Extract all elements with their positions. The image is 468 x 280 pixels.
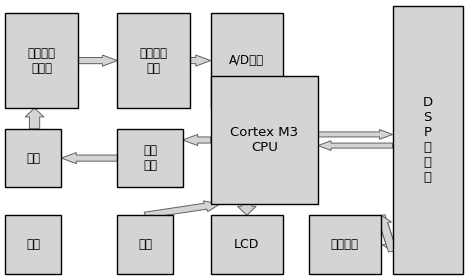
FancyArrow shape — [318, 141, 393, 150]
Text: 气体传感
器阵列: 气体传感 器阵列 — [28, 46, 56, 74]
Text: 电源: 电源 — [26, 238, 40, 251]
FancyArrow shape — [183, 134, 211, 146]
FancyArrow shape — [375, 215, 397, 252]
FancyArrow shape — [61, 153, 117, 164]
FancyArrow shape — [377, 215, 398, 251]
Text: D
S
P
处
理
器: D S P 处 理 器 — [423, 96, 433, 184]
FancyBboxPatch shape — [393, 6, 463, 274]
FancyArrow shape — [78, 55, 117, 66]
Text: 驱动
电路: 驱动 电路 — [143, 144, 157, 172]
Text: 马达: 马达 — [26, 151, 40, 165]
FancyArrow shape — [244, 76, 263, 108]
Text: LCD: LCD — [234, 238, 260, 251]
FancyBboxPatch shape — [5, 129, 61, 187]
Text: A/D采样: A/D采样 — [229, 54, 264, 67]
FancyBboxPatch shape — [5, 13, 78, 108]
FancyBboxPatch shape — [117, 215, 173, 274]
FancyBboxPatch shape — [211, 76, 318, 204]
FancyArrow shape — [318, 130, 393, 139]
Text: 按键: 按键 — [139, 238, 153, 251]
FancyBboxPatch shape — [5, 215, 61, 274]
FancyArrow shape — [144, 201, 220, 218]
FancyBboxPatch shape — [309, 215, 381, 274]
FancyBboxPatch shape — [211, 13, 283, 108]
Text: 信号调理
电路: 信号调理 电路 — [139, 46, 168, 74]
FancyArrow shape — [237, 204, 256, 215]
FancyBboxPatch shape — [117, 13, 190, 108]
FancyArrow shape — [231, 76, 249, 108]
Text: Cortex M3
CPU: Cortex M3 CPU — [230, 126, 299, 154]
Text: 通讯接口: 通讯接口 — [331, 238, 359, 251]
FancyArrow shape — [190, 55, 211, 66]
FancyBboxPatch shape — [211, 215, 283, 274]
FancyBboxPatch shape — [117, 129, 183, 187]
FancyArrow shape — [25, 108, 44, 129]
